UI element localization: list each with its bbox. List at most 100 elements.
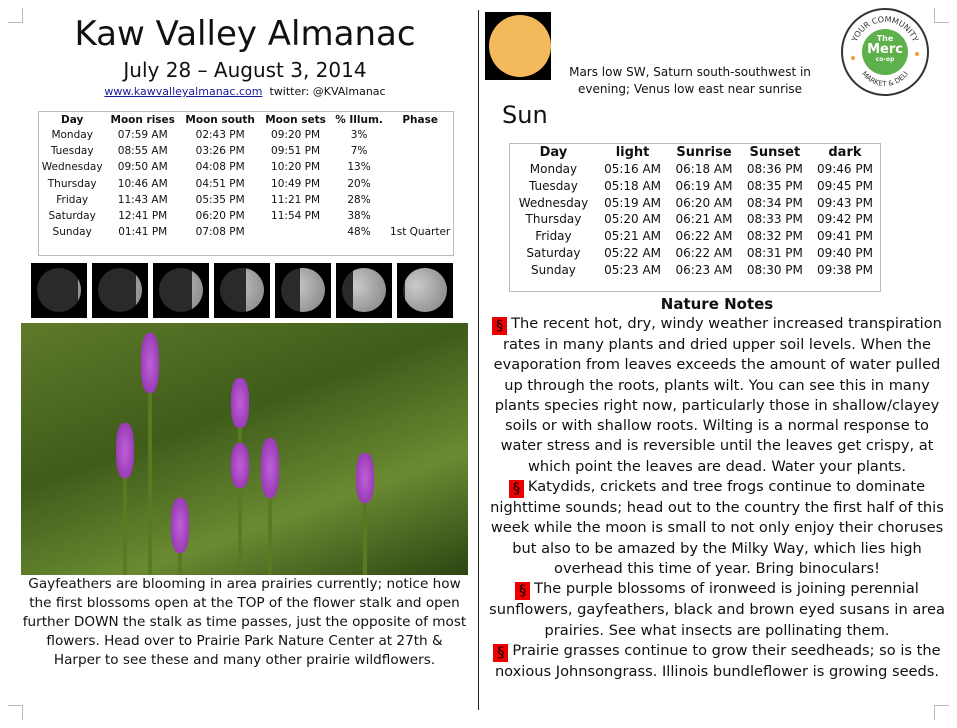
flower-spike [171,498,189,553]
crop-mark [934,705,949,720]
sun-cell: Monday [529,162,578,176]
section-bullet-icon: § [493,643,509,662]
nature-note: § The recent hot, dry, windy weather incr… [486,314,948,477]
moon-phase-image [397,263,453,318]
sun-cell: 08:35 PM [746,178,803,193]
sun-image [485,12,551,80]
nature-note-text: Katydids, crickets and tree frogs contin… [490,478,944,577]
nature-notes-heading: Nature Notes [660,295,774,313]
sun-col-header: light [615,145,650,160]
moon-col-header: % Illum. [335,114,383,126]
sun-cell: 05:18 AM [604,178,662,193]
flower-stem [363,503,367,575]
moon-cell: 04:08 PM [195,161,245,174]
sun-cell: Friday [535,229,572,244]
website-link[interactable]: www.kawvalleyalmanac.com [104,85,263,98]
photo-caption: Gayfeathers are blooming in area prairie… [22,576,467,668]
date-range: July 28 – August 3, 2014 [123,58,367,82]
moon-cell: 3% [350,129,368,141]
table-row: Wednesday 09:50 AM 04:08 PM 10:20 PM 13% [39,159,453,175]
sun-heading: Sun [502,101,548,129]
moon-cell: 09:51 PM [271,145,321,158]
table-row: Friday 05:21 AM 06:22 AM 08:32 PM 09:41 PM [510,228,880,245]
sun-cell: 06:19 AM [675,178,733,193]
sun-cell: 09:42 PM [816,212,873,227]
moon-phase-image [336,263,392,318]
table-row: Monday 07:59 AM 02:43 PM 09:20 PM 3% [39,127,453,143]
moon-cell: 38% [347,210,371,223]
moon-cell: 28% [347,193,371,206]
flower-spike [261,438,279,498]
sun-cell: 06:23 AM [675,262,733,277]
flower-stem [178,553,182,575]
flower-stem [268,498,272,575]
sun-cell: 08:30 PM [746,262,803,277]
sun-col-header: Sunrise [676,145,732,160]
nature-note: § Katydids, crickets and tree frogs conti… [486,477,948,579]
moon-cell [387,143,453,159]
sun-cell: 05:23 AM [604,262,662,277]
table-row: Tuesday 08:55 AM 03:26 PM 09:51 PM 7% [39,143,453,159]
table-row: Wednesday 05:19 AM 06:20 AM 08:34 PM 09:43 P… [510,195,880,212]
sun-cell: 09:38 PM [816,262,873,277]
moon-cell: 48% [347,226,371,239]
moon-cell: 10:46 AM [117,177,168,190]
sun-cell: 09:43 PM [816,195,873,210]
moon-cell: 11:43 AM [117,193,168,206]
sun-cell: 08:33 PM [746,212,803,227]
moon-phase-image [31,263,87,318]
flower-spike [356,453,374,503]
crop-mark [8,8,23,23]
moon-cell [387,127,453,143]
nature-notes: § The recent hot, dry, windy weather incr… [486,314,948,682]
nature-note-text: Prairie grasses continue to grow their s… [494,641,941,680]
sun-cell: 08:31 PM [746,245,803,260]
moon-cell: 01:41 PM [118,226,168,239]
sun-cell: 08:32 PM [746,229,803,244]
moon-cell: 12:41 PM [118,210,168,223]
flower-stem [238,488,242,575]
moon-phase-image [275,263,331,318]
sun-cell: 05:20 AM [604,212,662,227]
moon-cell: 07:08 PM [195,226,245,239]
sun-cell: 09:41 PM [816,229,873,244]
sun-cell: 09:40 PM [816,245,873,260]
moon-col-header: Day [61,114,84,126]
moon-cell: 09:20 PM [271,129,321,141]
moon-cell: Friday [56,193,89,206]
sun-cell: Sunday [531,262,576,277]
table-row: Friday 11:43 AM 05:35 PM 11:21 PM 28% [39,192,453,208]
sun-cell: 05:22 AM [604,245,662,260]
table-row: Sunday 05:23 AM 06:23 AM 08:30 PM 09:38 PM [510,262,880,279]
flower-spike [231,378,249,428]
moon-cell: 08:55 AM [117,145,168,158]
moon-cell: 09:50 AM [117,161,168,174]
gayfeather-photo [21,323,468,575]
merc-coop-logo: YOUR COMMUNITY MARKET & DELI The Merc co-o… [841,8,929,96]
moon-cell: 11:54 PM [271,210,321,223]
column-divider [478,10,479,710]
moon-cell: Thursday [47,177,97,190]
moon-cell: 1st Quarter [390,226,451,239]
sun-cell: 05:16 AM [604,162,662,176]
sun-cell: 08:34 PM [746,195,803,210]
moon-phase-image [92,263,148,318]
flower-spike [141,333,159,393]
table-row: Thursday 05:20 AM 06:21 AM 08:33 PM 09:42 PM [510,211,880,228]
moon-cell: Wednesday [41,161,103,174]
moon-cell [387,159,453,175]
sun-cell: 05:21 AM [604,229,662,244]
moon-phase-image [153,263,209,318]
sun-cell: Saturday [526,245,581,260]
table-row: Saturday 05:22 AM 06:22 AM 08:31 PM 09:40 PM [510,245,880,262]
moon-cell: 10:49 PM [271,177,321,190]
twitter-handle: twitter: @KVAlmanac [269,85,386,98]
moon-cell [387,208,453,224]
moon-cell: 13% [347,161,371,174]
sun-cell: 06:20 AM [675,195,733,210]
moon-cell: 06:20 PM [195,210,245,223]
section-bullet-icon: § [515,582,531,601]
nature-note-text: The purple blossoms of ironweed is joini… [489,580,945,639]
moon-cell: Saturday [48,210,96,223]
moon-cell: Tuesday [50,145,94,158]
